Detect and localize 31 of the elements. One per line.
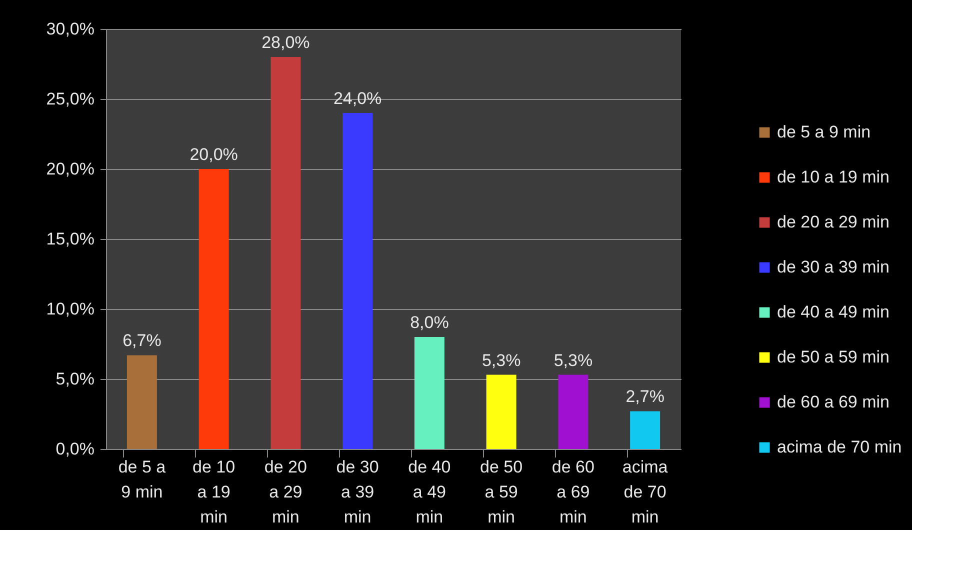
x-tick-label: de 30 a 39 min — [336, 458, 379, 526]
data-label: 6,7% — [122, 331, 162, 350]
data-label: 20,0% — [190, 145, 238, 164]
x-tick-label: de 40 a 49 min — [408, 458, 451, 526]
data-label: 2,7% — [626, 387, 664, 406]
legend-label: de 40 a 49 min — [777, 302, 890, 322]
legend-label: de 10 a 19 min — [777, 168, 890, 186]
legend-label: de 5 a 9 min — [777, 122, 871, 142]
y-tick-label: 25,0% — [46, 90, 94, 108]
data-label: 24,0% — [333, 89, 382, 108]
legend-label: de 50 a 59 min — [777, 348, 890, 366]
x-tick-label: acima de 70 min — [622, 458, 668, 526]
x-tick-label: de 20 a 29 min — [264, 458, 307, 526]
y-tick-label: 5,0% — [56, 370, 94, 388]
legend-label: acima de 70 min — [777, 438, 902, 456]
legend-label: de 60 a 69 min — [777, 392, 890, 412]
data-label: 28,0% — [262, 33, 310, 52]
data-label: 5,3% — [554, 350, 593, 370]
x-tick-label: de 60 a 69 min — [552, 458, 594, 526]
y-tick-label: 20,0% — [46, 160, 94, 178]
data-label: 5,3% — [482, 350, 521, 370]
x-tick-label: de 10 a 19 min — [192, 458, 236, 526]
y-tick-label: 15,0% — [46, 230, 94, 248]
data-label: 8,0% — [410, 313, 449, 332]
x-tick-label: de 50 a 59 min — [480, 458, 523, 526]
y-tick-label: 10,0% — [46, 300, 94, 318]
y-tick-label: 0,0% — [56, 440, 94, 458]
legend-label: de 20 a 29 min — [777, 212, 890, 232]
x-tick-label: de 5 a 9 min — [118, 458, 166, 502]
legend-label: de 30 a 39 min — [777, 258, 890, 276]
y-tick-label: 30,0% — [46, 20, 94, 38]
